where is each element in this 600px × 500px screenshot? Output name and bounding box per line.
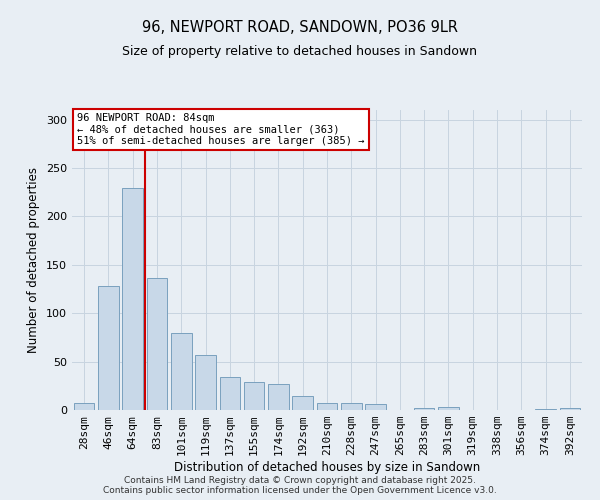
Bar [292,396,313,410]
Bar [414,408,434,410]
Bar [268,384,289,410]
Text: 96, NEWPORT ROAD, SANDOWN, PO36 9LR: 96, NEWPORT ROAD, SANDOWN, PO36 9LR [142,20,458,35]
Bar [365,404,386,410]
Text: Size of property relative to detached houses in Sandown: Size of property relative to detached ho… [122,45,478,58]
Bar [146,278,167,410]
Bar [438,407,459,410]
Bar [341,403,362,410]
Y-axis label: Number of detached properties: Number of detached properties [28,167,40,353]
Bar [317,403,337,410]
Text: Contains HM Land Registry data © Crown copyright and database right 2025.
Contai: Contains HM Land Registry data © Crown c… [103,476,497,495]
Bar [244,382,265,410]
Bar [535,409,556,410]
Text: 96 NEWPORT ROAD: 84sqm
← 48% of detached houses are smaller (363)
51% of semi-de: 96 NEWPORT ROAD: 84sqm ← 48% of detached… [77,113,365,146]
Bar [74,403,94,410]
Bar [220,377,240,410]
X-axis label: Distribution of detached houses by size in Sandown: Distribution of detached houses by size … [174,461,480,474]
Bar [122,188,143,410]
Bar [98,286,119,410]
Bar [560,408,580,410]
Bar [171,332,191,410]
Bar [195,355,216,410]
